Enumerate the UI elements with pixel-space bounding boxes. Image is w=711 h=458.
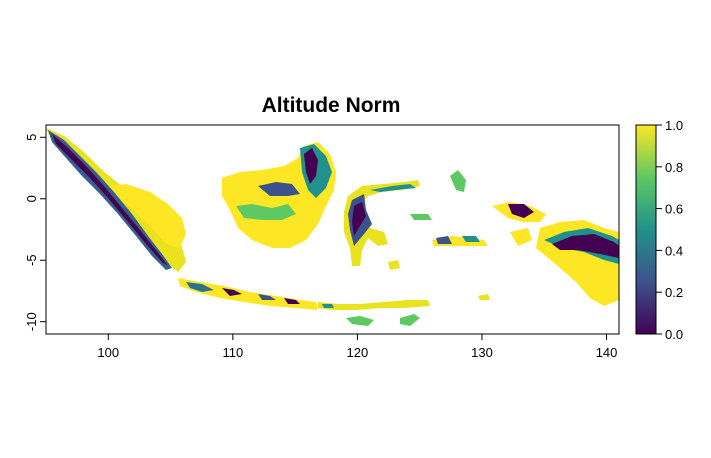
island-maluku — [388, 170, 490, 300]
x-tick-label: 130 — [471, 345, 493, 360]
colorbar-tick-label: 0.6 — [665, 202, 683, 217]
x-axis: 100 110 120 130 140 — [97, 334, 617, 360]
y-tick-label: -10 — [24, 312, 39, 331]
colorbar-tick-label: 0.8 — [665, 160, 683, 175]
y-axis: 5 0 -5 -10 — [24, 134, 46, 331]
colorbar-tick-label: 0.0 — [665, 327, 683, 342]
island-new-guinea — [492, 202, 619, 306]
island-java — [178, 278, 430, 326]
colorbar-gradient — [635, 124, 657, 335]
colorbar-tick-label: 1.0 — [665, 118, 683, 133]
y-tick-label: 0 — [24, 195, 39, 202]
x-tick-label: 100 — [97, 345, 119, 360]
colorbar-tick-label: 0.4 — [665, 243, 683, 258]
colorbar: 1.0 0.8 0.6 0.4 0.2 0.0 — [635, 118, 683, 342]
x-tick-label: 120 — [347, 345, 369, 360]
island-sulawesi — [344, 180, 420, 266]
x-tick-label: 140 — [596, 345, 618, 360]
x-tick-label: 110 — [222, 345, 243, 360]
colorbar-tick-label: 0.2 — [665, 285, 683, 300]
colorbar-ticks: 1.0 0.8 0.6 0.4 0.2 0.0 — [656, 118, 683, 342]
raster-layer — [46, 128, 619, 326]
y-tick-label: 5 — [24, 134, 39, 141]
y-tick-label: -5 — [24, 254, 39, 266]
island-sumatra — [46, 128, 186, 272]
map-title: Altitude Norm — [262, 94, 401, 117]
map-frame — [45, 124, 620, 335]
island-borneo — [222, 142, 336, 248]
